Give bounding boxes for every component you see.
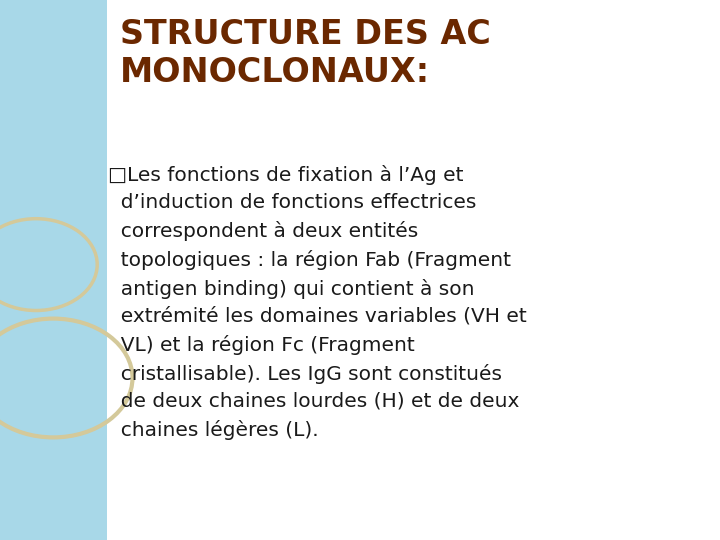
Text: □Les fonctions de fixation à l’Ag et
  d’induction de fonctions effectrices
  co: □Les fonctions de fixation à l’Ag et d’i…	[108, 165, 527, 440]
Bar	[0, 0, 107, 540]
Text: STRUCTURE DES AC
MONOCLONAUX:: STRUCTURE DES AC MONOCLONAUX:	[120, 18, 491, 89]
